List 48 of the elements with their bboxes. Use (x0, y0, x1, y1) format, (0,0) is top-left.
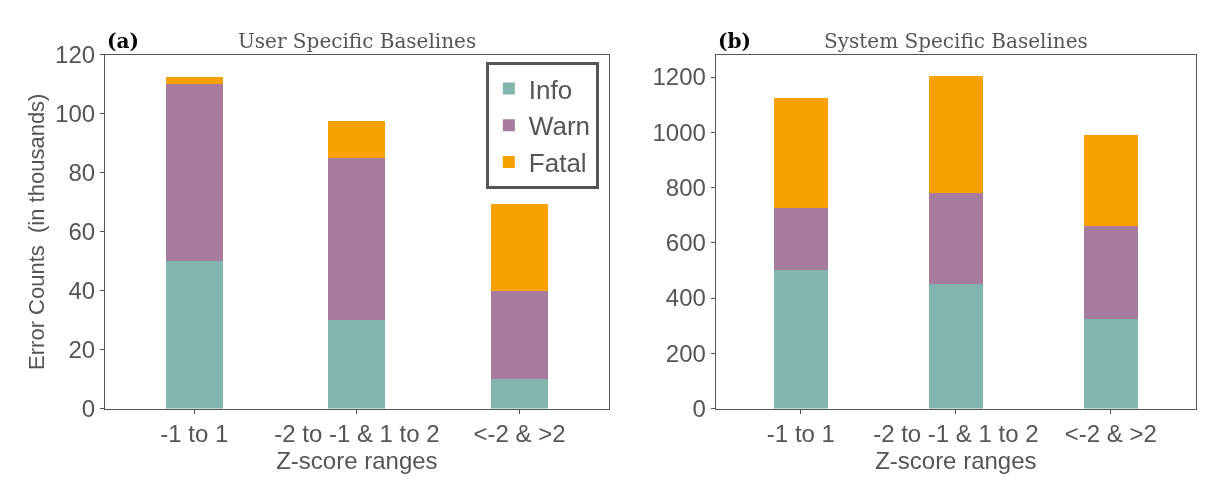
y-tick-label: 600 (665, 229, 706, 257)
bar (491, 290, 548, 380)
bar (491, 379, 548, 409)
bar (773, 208, 829, 271)
bar (773, 97, 829, 209)
bar (928, 193, 983, 285)
bar (928, 284, 983, 409)
chart-title: User Specific Baselines (238, 29, 477, 53)
bar (928, 75, 983, 194)
x-axis-title: Z-score ranges (276, 447, 438, 475)
bar (328, 320, 386, 409)
legend-label: Info (528, 74, 573, 105)
y-tick-label: 120 (55, 41, 96, 69)
x-tick-label: -2 to -1 & 1 to 2 (873, 420, 1039, 448)
y-tick-label: 0 (81, 394, 96, 422)
y-axis-title: Error Counts (in thousands) (23, 93, 49, 370)
y-tick-label: 80 (68, 159, 96, 187)
bar (165, 261, 223, 409)
bar (491, 203, 548, 291)
bar (328, 121, 386, 159)
y-tick-label: 1000 (652, 118, 706, 146)
y-tick-label: 60 (68, 218, 96, 246)
text: (b) (718, 29, 751, 53)
y-tick-label: 20 (68, 336, 96, 364)
legend-label: Fatal (528, 148, 587, 179)
y-tick-label: 400 (665, 284, 706, 312)
y-tick-label: 1200 (652, 63, 706, 91)
bar (1083, 226, 1138, 319)
x-axis-title: Z-score ranges (875, 447, 1037, 475)
x-tick-label: -1 to 1 (766, 420, 835, 448)
y-tick-label: 200 (665, 339, 706, 367)
legend-label: Warn (528, 111, 591, 142)
y-tick-label: 40 (68, 277, 96, 305)
y-tick-label: 100 (55, 100, 96, 128)
y-tick-label: 800 (665, 173, 706, 201)
bar (773, 270, 829, 409)
x-tick-label: <-2 & >2 (1064, 420, 1157, 448)
bar (165, 77, 223, 85)
chart-title: System Specific Baselines (824, 29, 1088, 53)
bar (1083, 318, 1138, 409)
bar (1083, 135, 1138, 227)
bar (328, 158, 386, 321)
x-tick-label: <-2 & >2 (473, 420, 566, 448)
text: (a) (107, 29, 139, 53)
x-tick-label: -1 to 1 (160, 420, 229, 448)
y-tick-label: 0 (692, 394, 706, 422)
bar (165, 84, 223, 262)
x-tick-label: -2 to -1 & 1 to 2 (274, 420, 440, 448)
